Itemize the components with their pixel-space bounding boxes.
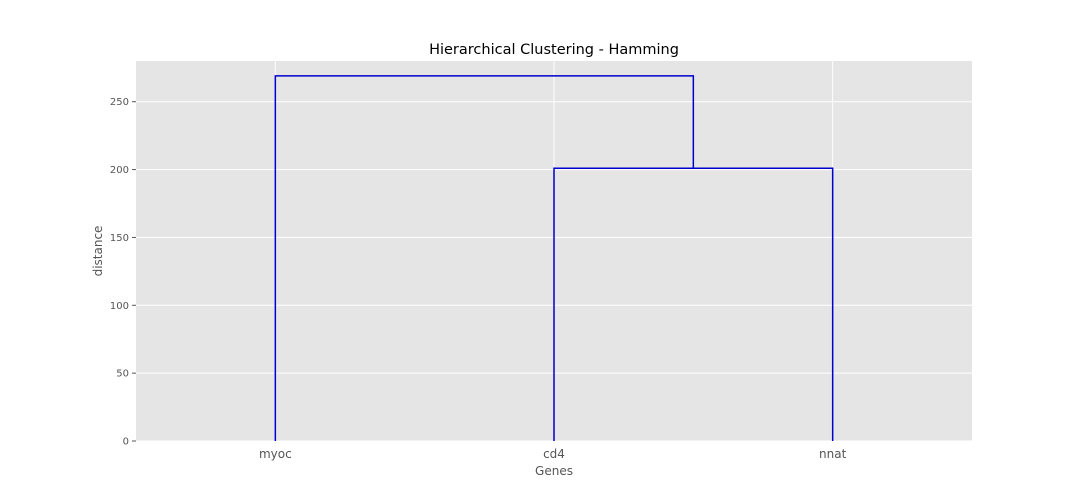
chart-title: Hierarchical Clustering - Hamming [429, 42, 679, 58]
y-tick-label: 250 [110, 97, 129, 108]
x-axis-ticks: myoc cd4 nnat [259, 447, 847, 461]
dendrogram-links [274, 75, 834, 441]
x-tick-label-myoc: myoc [259, 447, 292, 461]
x-tick-label-nnat: nnat [819, 447, 847, 461]
y-tick-label: 0 [123, 437, 129, 448]
x-tick-label-cd4: cd4 [543, 447, 565, 461]
x-axis-label: Genes [535, 464, 573, 478]
y-tick-label: 50 [116, 369, 129, 380]
y-tick-label: 150 [110, 233, 129, 244]
y-tick-label: 200 [110, 165, 129, 176]
y-tick-label: 100 [110, 301, 129, 312]
dendrogram-link-2 [274, 75, 695, 441]
y-axis-label: distance [91, 226, 105, 277]
y-axis-ticks: 0 50 100 150 200 250 [110, 97, 136, 448]
